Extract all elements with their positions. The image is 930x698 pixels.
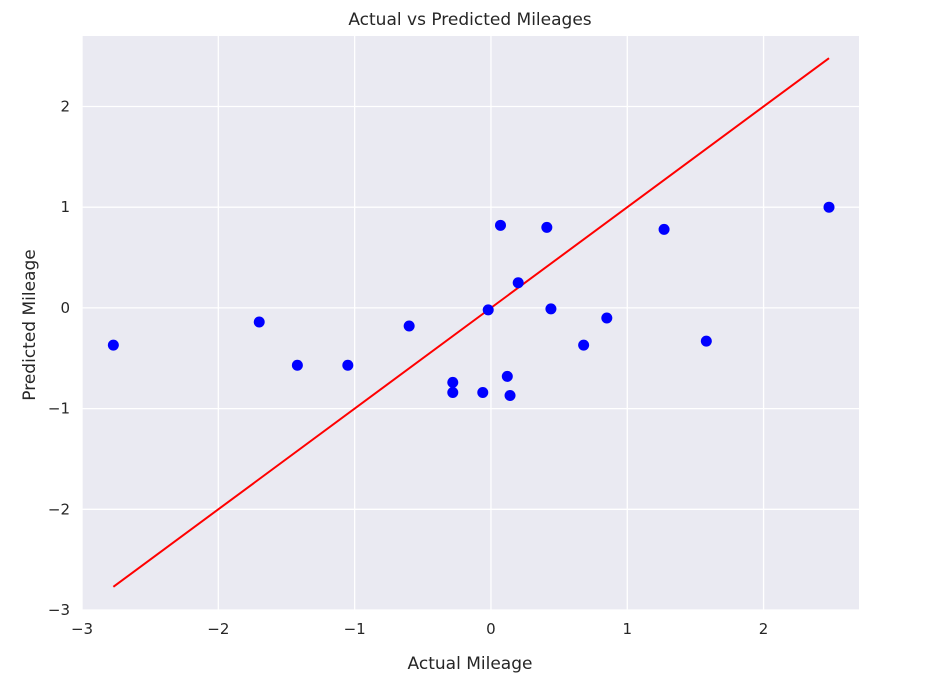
scatter-point	[291, 359, 303, 371]
scatter-point	[658, 223, 670, 235]
y-tick-label: −1	[48, 400, 70, 418]
scatter-point	[477, 386, 489, 398]
grid-lines	[81, 36, 859, 611]
y-tick-label: 0	[60, 299, 70, 317]
scatter-point	[700, 335, 712, 347]
y-tick-label: −2	[48, 500, 70, 518]
scatter-point	[601, 312, 613, 324]
reference-line	[112, 57, 830, 588]
scatter-point	[494, 219, 506, 231]
scatter-point	[541, 221, 553, 233]
scatter-point	[482, 304, 494, 316]
scatter-point	[823, 201, 835, 213]
scatter-point	[501, 370, 513, 382]
x-tick-label: 1	[622, 620, 632, 638]
scatter-point	[342, 359, 354, 371]
x-axis-title: Actual Mileage	[408, 654, 533, 674]
scatter-point	[545, 303, 557, 315]
y-tick-label: −3	[48, 601, 70, 619]
x-tick-label: −2	[207, 620, 229, 638]
scatter-point	[107, 339, 119, 351]
y-axis-title: Predicted Mileage	[20, 249, 40, 400]
x-tick-label: −3	[71, 620, 93, 638]
scatter-point	[512, 277, 524, 289]
scatter-point	[403, 320, 415, 332]
x-tick-label: 2	[759, 620, 769, 638]
y-tick-label: 1	[60, 198, 70, 216]
scatter-point	[447, 376, 459, 388]
tick-labels: −3 −2 −1 0 1 2 −3 −2 −1 0 1 2	[48, 97, 768, 638]
chart-title: Actual vs Predicted Mileages	[348, 10, 591, 30]
x-tick-label: −1	[344, 620, 366, 638]
scatter-point	[253, 316, 265, 328]
scatter-point	[578, 339, 590, 351]
y-tick-label: 2	[60, 97, 70, 115]
x-tick-label: 0	[486, 620, 496, 638]
chart-marks	[107, 57, 835, 588]
scatter-point	[447, 386, 459, 398]
scatter-point	[504, 390, 516, 402]
